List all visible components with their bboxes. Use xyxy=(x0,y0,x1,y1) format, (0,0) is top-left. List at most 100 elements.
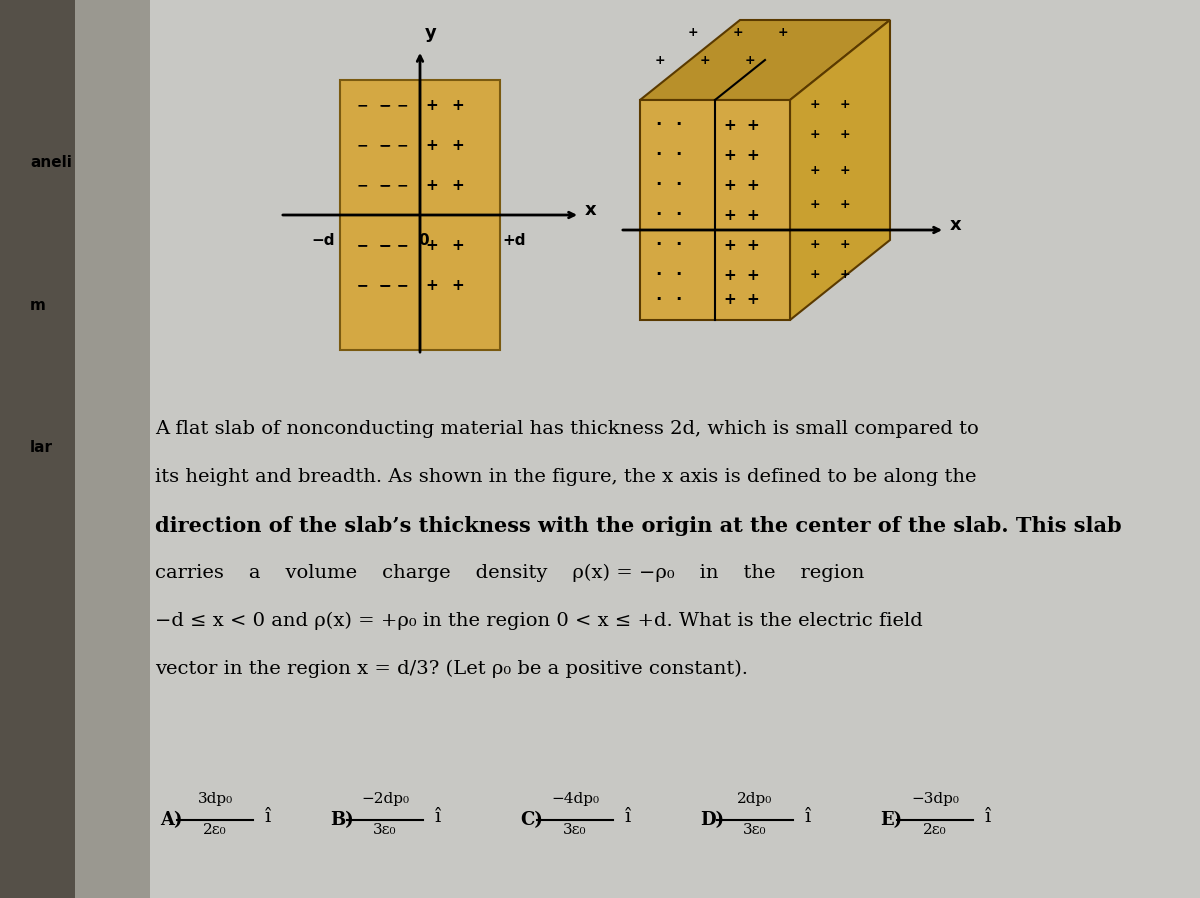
Text: î: î xyxy=(265,808,271,826)
Polygon shape xyxy=(790,20,890,320)
Text: +: + xyxy=(810,128,821,142)
Text: +: + xyxy=(451,178,464,192)
Text: ·: · xyxy=(655,266,661,284)
Text: −: − xyxy=(356,278,368,292)
Bar xyxy=(640,100,790,320)
Text: +: + xyxy=(426,277,438,293)
Text: −: − xyxy=(379,278,391,292)
Bar xyxy=(0,0,74,898)
Text: carries    a    volume    charge    density    ρ(x) = −ρ₀    in    the    region: carries a volume charge density ρ(x) = −… xyxy=(155,564,864,582)
Text: −: − xyxy=(378,238,390,252)
Text: +d: +d xyxy=(502,233,526,248)
Text: −: − xyxy=(379,98,391,112)
Text: x: x xyxy=(586,201,596,219)
Text: −2dp₀: −2dp₀ xyxy=(361,792,409,806)
Text: −: − xyxy=(356,238,368,252)
Text: ·: · xyxy=(655,206,661,224)
Text: vector in the region x = d/3? (Let ρ₀ be a positive constant).: vector in the region x = d/3? (Let ρ₀ be… xyxy=(155,660,748,678)
Text: −: − xyxy=(378,178,390,192)
Text: +: + xyxy=(426,237,438,252)
Text: 3ε₀: 3ε₀ xyxy=(373,823,397,837)
Text: +: + xyxy=(724,268,737,283)
Text: +: + xyxy=(451,98,464,112)
Text: +: + xyxy=(810,163,821,177)
Text: −: − xyxy=(378,238,390,252)
Text: ·: · xyxy=(674,176,682,194)
Text: E): E) xyxy=(880,811,902,829)
Text: 3ε₀: 3ε₀ xyxy=(563,823,587,837)
Text: +: + xyxy=(655,54,665,66)
Text: 3ε₀: 3ε₀ xyxy=(743,823,767,837)
Text: 0: 0 xyxy=(418,233,428,248)
Text: −: − xyxy=(396,98,408,112)
Text: +: + xyxy=(810,239,821,251)
Text: m: m xyxy=(30,298,46,313)
Text: −: − xyxy=(356,278,368,292)
Text: +: + xyxy=(746,207,760,223)
Text: −: − xyxy=(356,238,368,252)
Text: +: + xyxy=(778,27,788,40)
Text: +: + xyxy=(746,268,760,283)
Text: +: + xyxy=(746,178,760,192)
Text: −: − xyxy=(379,178,391,192)
Text: −: − xyxy=(378,278,390,292)
Text: −: − xyxy=(396,178,408,192)
Text: +: + xyxy=(840,269,851,281)
Text: its height and breadth. As shown in the figure, the x axis is defined to be alon: its height and breadth. As shown in the … xyxy=(155,468,977,486)
Text: −: − xyxy=(356,138,368,152)
Text: ·: · xyxy=(655,176,661,194)
Text: ·: · xyxy=(655,291,661,309)
Polygon shape xyxy=(640,20,890,100)
Text: î: î xyxy=(985,808,991,826)
Bar xyxy=(74,0,150,898)
Text: +: + xyxy=(746,118,760,133)
Text: −d: −d xyxy=(312,233,335,248)
Text: ·: · xyxy=(655,116,661,134)
Text: +: + xyxy=(810,269,821,281)
Text: î: î xyxy=(625,808,631,826)
Text: direction of the slab’s thickness with the origin at the center of the slab. Thi: direction of the slab’s thickness with t… xyxy=(155,516,1122,536)
Text: ·: · xyxy=(655,146,661,164)
Text: ·: · xyxy=(674,236,682,254)
Bar xyxy=(420,80,500,350)
Text: +: + xyxy=(451,137,464,153)
Text: +: + xyxy=(724,207,737,223)
Text: −: − xyxy=(356,178,368,192)
Text: 2ε₀: 2ε₀ xyxy=(203,823,227,837)
Text: −4dp₀: −4dp₀ xyxy=(551,792,599,806)
Text: ·: · xyxy=(674,116,682,134)
Text: A flat slab of nonconducting material has thickness 2d, which is small compared : A flat slab of nonconducting material ha… xyxy=(155,420,979,438)
Text: +: + xyxy=(724,118,737,133)
Text: +: + xyxy=(840,99,851,111)
Text: +: + xyxy=(840,239,851,251)
Text: +: + xyxy=(426,137,438,153)
Text: −: − xyxy=(379,238,391,252)
Text: +: + xyxy=(451,237,464,252)
Text: +: + xyxy=(746,147,760,163)
Text: ·: · xyxy=(674,146,682,164)
Text: +: + xyxy=(426,98,438,112)
Text: −: − xyxy=(378,278,390,292)
Text: ·: · xyxy=(674,206,682,224)
Text: y: y xyxy=(425,24,437,42)
Text: ·: · xyxy=(674,266,682,284)
Text: D): D) xyxy=(700,811,724,829)
Text: î: î xyxy=(436,808,442,826)
Text: +: + xyxy=(745,54,755,66)
Text: +: + xyxy=(724,178,737,192)
Text: −d ≤ x < 0 and ρ(x) = +ρ₀ in the region 0 < x ≤ +d. What is the electric field: −d ≤ x < 0 and ρ(x) = +ρ₀ in the region … xyxy=(155,612,923,630)
Text: A): A) xyxy=(160,811,182,829)
Text: +: + xyxy=(700,54,710,66)
Text: î: î xyxy=(805,808,811,826)
Text: −: − xyxy=(379,138,391,152)
Text: −: − xyxy=(378,98,390,112)
Bar xyxy=(340,80,420,350)
Text: x: x xyxy=(950,216,961,234)
Text: +: + xyxy=(451,277,464,293)
Text: +: + xyxy=(746,293,760,307)
Text: +: + xyxy=(724,147,737,163)
Text: +: + xyxy=(810,99,821,111)
Text: +: + xyxy=(426,178,438,192)
Text: +: + xyxy=(724,293,737,307)
Text: −: − xyxy=(396,138,408,152)
